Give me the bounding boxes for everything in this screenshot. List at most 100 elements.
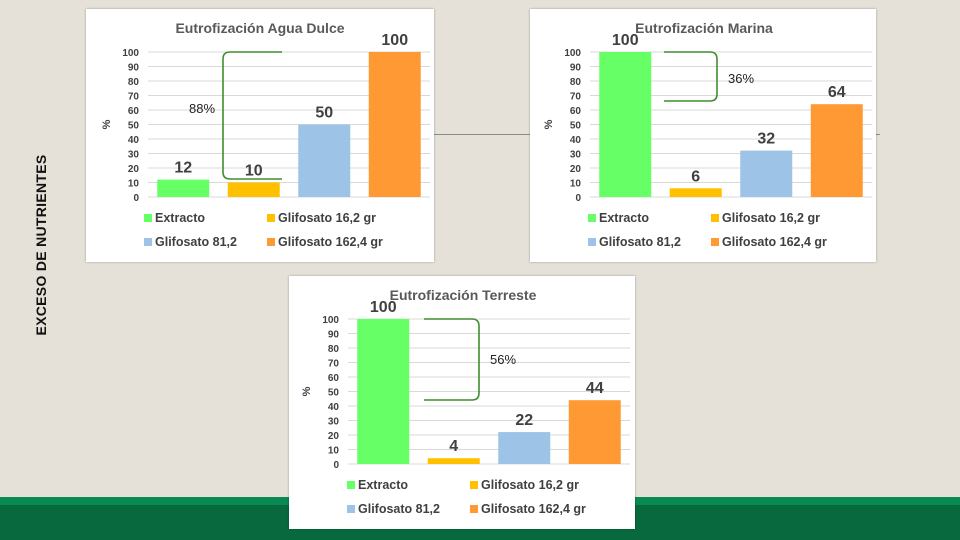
y-tick-label: 60 <box>570 106 582 117</box>
y-tick-label: 100 <box>564 48 581 59</box>
legend-swatch <box>470 481 478 489</box>
y-tick-label: 40 <box>570 135 582 146</box>
y-tick-label: 70 <box>570 92 582 103</box>
y-tick-label: 30 <box>570 150 582 161</box>
bar-glifosato-16-2 <box>669 188 722 197</box>
legend-label: Glifosato 162,4 gr <box>481 502 586 516</box>
y-tick-label: 70 <box>128 92 140 103</box>
bar-glifosato-81-2 <box>298 124 351 197</box>
legend-swatch <box>144 238 152 246</box>
y-tick-label: 90 <box>328 330 340 341</box>
y-tick-label: 10 <box>328 446 340 457</box>
y-tick-label: 60 <box>128 106 140 117</box>
data-label: 100 <box>381 32 408 49</box>
bar-glifosato-162-4 <box>810 104 863 197</box>
y-tick-label: 50 <box>328 388 340 399</box>
y-tick-label: 0 <box>333 460 339 471</box>
bracket-line <box>664 51 718 102</box>
bar-extracto <box>157 179 210 197</box>
data-label: 100 <box>612 32 639 49</box>
bracket-line <box>424 318 480 401</box>
bar-glifosato-81-2 <box>498 432 551 464</box>
data-label: 50 <box>315 105 333 122</box>
y-tick-label: 80 <box>128 77 140 88</box>
y-axis-label: % <box>301 386 313 396</box>
chart-title: Eutrofización Marina <box>635 20 773 36</box>
y-tick-label: 10 <box>128 179 140 190</box>
y-tick-label: 40 <box>128 135 140 146</box>
y-tick-label: 10 <box>570 179 582 190</box>
y-tick-label: 90 <box>570 63 582 74</box>
annotation-label: 56% <box>490 352 516 367</box>
y-tick-label: 50 <box>570 121 582 132</box>
chart-panel-terreste: Eutrofización Terreste% 0 10 20 30 40 50 60 70 80… <box>289 276 635 529</box>
y-tick-label: 80 <box>328 344 340 355</box>
legend-swatch <box>588 214 596 222</box>
legend-label: Glifosato 81,2 <box>599 235 681 249</box>
data-label: 12 <box>174 160 192 177</box>
chart-title: Eutrofización Terreste <box>390 287 537 303</box>
legend-swatch <box>267 238 275 246</box>
legend-swatch <box>267 214 275 222</box>
y-axis-label: % <box>101 119 113 129</box>
legend-label: Glifosato 81,2 <box>358 502 440 516</box>
y-tick-label: 0 <box>133 193 139 204</box>
bar-glifosato-16-2 <box>427 458 480 464</box>
chart-panel-agua-dulce: Eutrofización Agua Dulce% 0 10 20 30 40 50 60 70… <box>86 9 434 262</box>
legend-swatch <box>588 238 596 246</box>
y-tick-label: 90 <box>128 63 140 74</box>
bracket-line <box>222 51 282 180</box>
chart-svg: Eutrofización Marina% 0 10 20 30 40 50 60 70 80 90… <box>543 20 872 249</box>
legend-label: Extracto <box>599 211 649 225</box>
data-label: 100 <box>370 299 397 316</box>
chart-panel-marina: Eutrofización Marina% 0 10 20 30 40 50 60 70 80 90… <box>530 9 876 262</box>
y-tick-label: 20 <box>570 164 582 175</box>
data-label: 22 <box>515 412 533 429</box>
legend-swatch <box>711 214 719 222</box>
chart-title: Eutrofización Agua Dulce <box>175 20 344 36</box>
legend-label: Glifosato 16,2 gr <box>722 211 820 225</box>
bar-glifosato-81-2 <box>740 150 793 197</box>
y-tick-label: 40 <box>328 402 340 413</box>
y-tick-label: 30 <box>328 417 340 428</box>
legend-label: Glifosato 81,2 <box>155 235 237 249</box>
chart-svg: Eutrofización Terreste% 0 10 20 30 40 50 60 70 80… <box>301 287 630 516</box>
chart-svg: Eutrofización Agua Dulce% 0 10 20 30 40 50 60 70… <box>101 20 430 249</box>
y-tick-label: 100 <box>322 315 339 326</box>
legend-label: Glifosato 16,2 gr <box>481 478 579 492</box>
y-tick-label: 50 <box>128 121 140 132</box>
side-title: EXCESO DE NUTRIENTES <box>33 154 49 336</box>
legend-swatch <box>144 214 152 222</box>
data-label: 10 <box>245 163 263 180</box>
bar-glifosato-162-4 <box>568 400 621 464</box>
bar-extracto <box>357 319 410 464</box>
y-tick-label: 70 <box>328 359 340 370</box>
y-tick-label: 80 <box>570 77 582 88</box>
data-label: 64 <box>828 84 846 101</box>
y-axis-label: % <box>543 119 555 129</box>
data-label: 44 <box>586 380 604 397</box>
bar-extracto <box>599 52 652 197</box>
legend-label: Glifosato 162,4 gr <box>722 235 827 249</box>
legend-label: Extracto <box>155 211 205 225</box>
data-label: 6 <box>691 168 700 185</box>
y-tick-label: 20 <box>128 164 140 175</box>
legend-label: Glifosato 16,2 gr <box>278 211 376 225</box>
y-tick-label: 20 <box>328 431 340 442</box>
legend-swatch <box>470 505 478 513</box>
y-tick-label: 60 <box>328 373 340 384</box>
bar-glifosato-162-4 <box>368 52 421 197</box>
legend-swatch <box>711 238 719 246</box>
y-tick-label: 30 <box>128 150 140 161</box>
data-label: 4 <box>449 438 458 455</box>
legend-swatch <box>347 481 355 489</box>
legend-label: Glifosato 162,4 gr <box>278 235 383 249</box>
y-tick-label: 100 <box>122 48 139 59</box>
legend-swatch <box>347 505 355 513</box>
legend-label: Extracto <box>358 478 408 492</box>
annotation-label: 88% <box>189 101 215 116</box>
y-tick-label: 0 <box>575 193 581 204</box>
annotation-label: 36% <box>728 71 754 86</box>
bar-glifosato-16-2 <box>227 182 280 197</box>
data-label: 32 <box>757 131 775 148</box>
